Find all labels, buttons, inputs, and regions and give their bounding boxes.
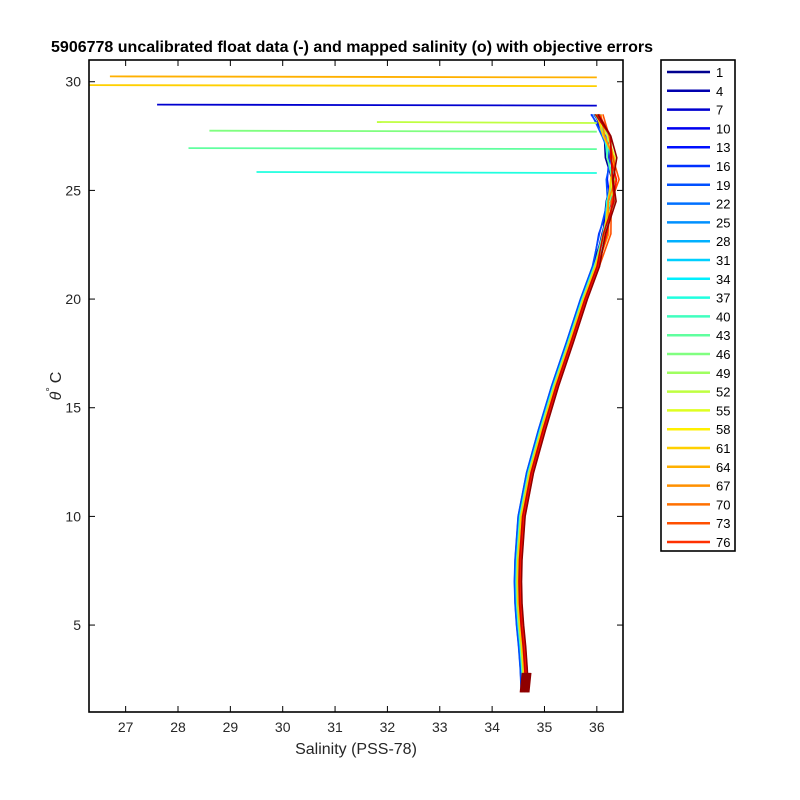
profile-line [515, 113, 613, 691]
x-tick-label: 31 [327, 719, 343, 735]
spike-line [209, 129, 597, 133]
legend-label: 76 [716, 535, 730, 550]
profile-lines [89, 75, 620, 693]
legend-box [660, 59, 736, 552]
profile-line [514, 113, 612, 691]
spike-line [256, 171, 597, 174]
legend-label: 61 [716, 441, 730, 456]
profile-line [513, 113, 613, 691]
y-tick-label: 25 [65, 182, 81, 198]
x-axis: 27 28 29 30 31 32 33 34 35 36 [118, 60, 605, 735]
x-tick-label: 36 [589, 719, 605, 735]
y-tick-label: 20 [65, 291, 81, 307]
profile-line [518, 113, 615, 691]
legend-label: 70 [716, 497, 730, 512]
deep-cluster-mark [522, 672, 527, 693]
legend-label: 52 [716, 385, 730, 400]
spike-line [89, 84, 597, 87]
y-axis-label-symbol: θ [48, 391, 65, 400]
y-axis-label-degree: ° [45, 387, 57, 391]
svg-text:θ°C: θ° C [45, 372, 65, 401]
profile-line [519, 113, 618, 691]
profile-line [518, 113, 616, 691]
legend-label: 43 [716, 328, 730, 343]
x-tick-label: 29 [223, 719, 239, 735]
legend-label: 22 [716, 197, 730, 212]
profile-line [518, 113, 616, 691]
x-tick-label: 27 [118, 719, 134, 735]
profile-line [520, 114, 620, 691]
legend: 1 4 7 10 13 16 19 22 25 28 31 34 37 40 43 46 49 52 55 58 61 6… [660, 59, 736, 552]
y-axis-label-unit: C [48, 372, 65, 384]
chart-title: 5906778 uncalibrated float data (-) and … [51, 39, 653, 56]
spike-line [376, 121, 597, 124]
legend-label: 13 [716, 140, 730, 155]
legend-label: 31 [716, 253, 730, 268]
legend-label: 10 [716, 121, 730, 136]
deep-cluster-mark [525, 672, 530, 693]
profile-line [515, 114, 615, 691]
legend-label: 64 [716, 460, 730, 475]
x-tick-label: 33 [432, 719, 448, 735]
legend-label: 73 [716, 516, 730, 531]
y-tick-label: 10 [65, 508, 81, 524]
legend-label: 55 [716, 403, 730, 418]
x-tick-label: 32 [380, 719, 396, 735]
legend-label: 7 [716, 103, 723, 118]
profile-line [516, 114, 615, 691]
x-tick-label: 35 [537, 719, 553, 735]
legend-label: 58 [716, 422, 730, 437]
y-tick-label: 30 [65, 74, 81, 90]
x-tick-label: 28 [170, 719, 186, 735]
spike-line [188, 147, 597, 151]
legend-label: 25 [716, 215, 730, 230]
profile-line [518, 114, 617, 691]
legend-label: 46 [716, 347, 730, 362]
deep-cluster-mark [519, 672, 524, 693]
plot-frame [88, 59, 624, 713]
y-tick-label: 5 [73, 617, 81, 633]
plot-area [88, 59, 624, 713]
x-tick-label: 30 [275, 719, 291, 735]
spike-line [109, 75, 597, 79]
deep-cluster-mark [527, 672, 532, 693]
legend-label: 34 [716, 272, 730, 287]
y-axis: 5 10 15 20 25 30 [65, 74, 623, 633]
legend-label: 49 [716, 366, 730, 381]
legend-label: 67 [716, 479, 730, 494]
legend-label: 1 [716, 65, 723, 80]
y-tick-label: 15 [65, 400, 81, 416]
y-axis-label: θ° C [45, 372, 65, 401]
x-tick-label: 34 [484, 719, 500, 735]
profile-line [513, 113, 612, 691]
deep-cluster-mark [521, 672, 526, 693]
legend-label: 16 [716, 159, 730, 174]
profile-line [517, 114, 616, 691]
legend-label: 19 [716, 178, 730, 193]
legend-label: 4 [716, 84, 723, 99]
deep-cluster-mark [524, 672, 529, 693]
profile-line [516, 114, 615, 691]
legend-label: 40 [716, 309, 730, 324]
legend-label: 28 [716, 234, 730, 249]
x-axis-label: Salinity (PSS-78) [295, 741, 417, 758]
spike-line [157, 103, 597, 107]
legend-label: 37 [716, 291, 730, 306]
profile-line [520, 113, 618, 691]
profile-line [515, 113, 614, 691]
